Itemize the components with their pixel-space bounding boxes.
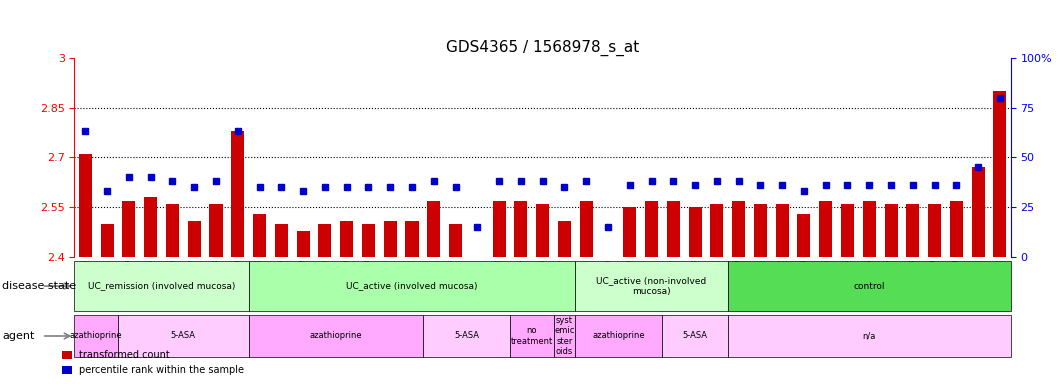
Bar [470, 257, 484, 324]
Text: n/a: n/a [863, 331, 876, 341]
Bar [514, 201, 528, 257]
Bar [576, 261, 728, 311]
Bar [249, 261, 576, 311]
Bar [249, 315, 422, 357]
Bar [732, 201, 745, 257]
Bar [950, 201, 963, 257]
Bar [118, 315, 249, 357]
Bar [863, 201, 876, 257]
Text: syst
emic
ster
oids: syst emic ster oids [554, 316, 575, 356]
Bar [601, 257, 615, 337]
Bar [576, 315, 663, 357]
Bar [558, 221, 571, 257]
Bar [776, 204, 788, 257]
Bar [428, 201, 440, 257]
Bar [101, 224, 114, 257]
Text: azathioprine: azathioprine [70, 331, 122, 341]
Bar [79, 154, 92, 257]
Text: 5-ASA: 5-ASA [683, 331, 708, 341]
Bar [971, 167, 984, 257]
Bar [187, 221, 201, 257]
Text: UC_active (non-involved
mucosa): UC_active (non-involved mucosa) [597, 276, 706, 296]
Bar [928, 204, 942, 257]
Bar [994, 91, 1007, 257]
Text: agent: agent [2, 331, 34, 341]
Text: azathioprine: azathioprine [593, 331, 645, 341]
Text: 5-ASA: 5-ASA [171, 331, 196, 341]
Bar [510, 315, 553, 357]
Bar [253, 214, 266, 257]
Bar [797, 214, 811, 257]
Bar [449, 224, 462, 257]
Bar [819, 201, 832, 257]
Text: control: control [853, 281, 885, 291]
Bar [728, 315, 1011, 357]
Text: UC_remission (involved mucosa): UC_remission (involved mucosa) [88, 281, 235, 291]
Bar [144, 197, 157, 257]
Bar [553, 315, 576, 357]
Bar [841, 204, 854, 257]
Legend: transformed count, percentile rank within the sample: transformed count, percentile rank withi… [59, 346, 248, 379]
Bar [384, 221, 397, 257]
Bar [667, 201, 680, 257]
Text: no
treatment: no treatment [511, 326, 553, 346]
Bar [493, 201, 505, 257]
Text: disease state: disease state [2, 281, 77, 291]
Title: GDS4365 / 1568978_s_at: GDS4365 / 1568978_s_at [446, 40, 639, 56]
Bar [297, 231, 310, 257]
Bar [688, 207, 701, 257]
Bar [74, 315, 118, 357]
Bar [340, 221, 353, 257]
Bar [711, 204, 724, 257]
Bar [405, 221, 418, 257]
Bar [210, 204, 222, 257]
Bar [884, 204, 898, 257]
Bar [536, 204, 549, 257]
Bar [663, 315, 728, 357]
Bar [74, 261, 249, 311]
Bar [362, 224, 375, 257]
Text: 5-ASA: 5-ASA [454, 331, 479, 341]
Bar [422, 315, 510, 357]
Bar [122, 201, 135, 257]
Bar [907, 204, 919, 257]
Bar [231, 131, 245, 257]
Bar [166, 204, 179, 257]
Bar [318, 224, 331, 257]
Bar [580, 201, 593, 257]
Bar [728, 261, 1011, 311]
Text: UC_active (involved mucosa): UC_active (involved mucosa) [346, 281, 478, 291]
Bar [624, 207, 636, 257]
Bar [275, 224, 288, 257]
Text: azathioprine: azathioprine [310, 331, 362, 341]
Bar [754, 204, 767, 257]
Bar [645, 201, 658, 257]
